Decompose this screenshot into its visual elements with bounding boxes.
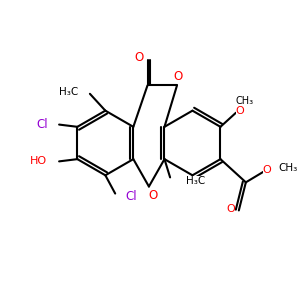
Text: O: O: [262, 165, 271, 175]
Text: CH₃: CH₃: [235, 96, 254, 106]
Text: CH₃: CH₃: [279, 163, 298, 173]
Text: O: O: [236, 106, 244, 116]
Text: O: O: [134, 51, 144, 64]
Text: H₃C: H₃C: [186, 176, 205, 186]
Text: O: O: [148, 189, 158, 202]
Text: Cl: Cl: [126, 190, 137, 203]
Text: HO: HO: [30, 156, 47, 167]
Text: O: O: [173, 70, 182, 83]
Text: O: O: [226, 204, 235, 214]
Text: H₃C: H₃C: [59, 87, 78, 98]
Text: Cl: Cl: [37, 118, 48, 131]
